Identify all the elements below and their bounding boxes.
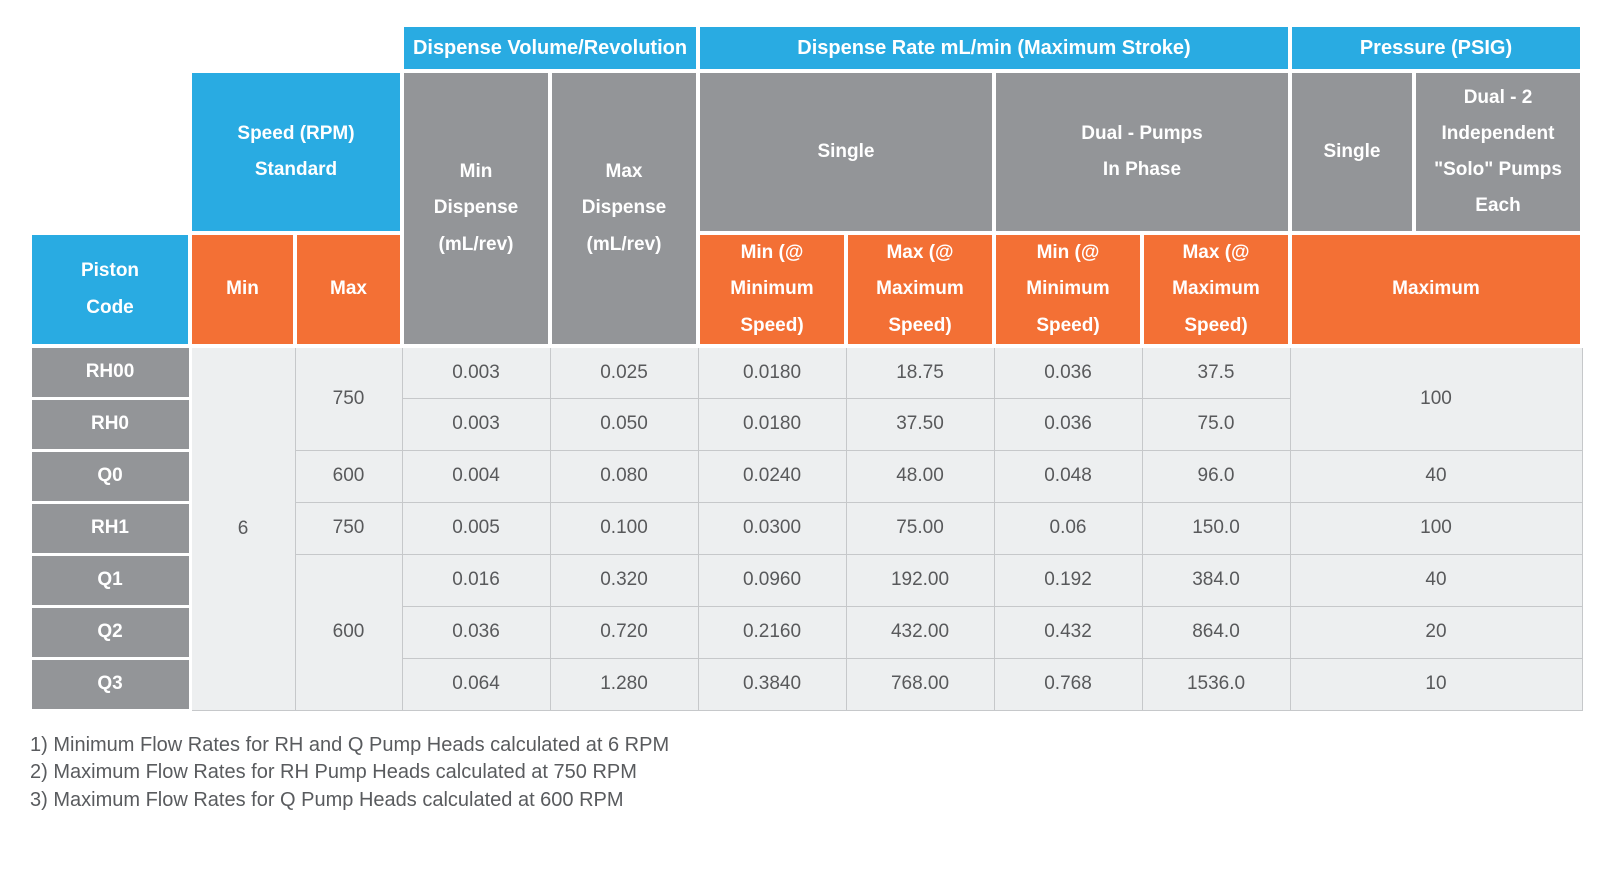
table-row-q0: Q0 600 0.004 0.080 0.0240 48.00 0.048 96… bbox=[28, 448, 1583, 504]
footnote-3: 3) Maximum Flow Rates for Q Pump Heads c… bbox=[30, 788, 624, 811]
cell-speed-min-all: 6 bbox=[189, 345, 296, 711]
table-row-rh0: RH0 0.003 0.050 0.0180 37.50 0.036 75.0 bbox=[28, 396, 1582, 452]
cell-rh1-speed-max: 750 bbox=[294, 501, 403, 555]
cell-rh1-dual-min: 0.06 bbox=[993, 501, 1143, 555]
cell-pressure-rh1: 100 bbox=[1289, 501, 1583, 555]
cell-q0-dual-max: 96.0 bbox=[1141, 449, 1291, 503]
footnote-2: 2) Maximum Flow Rates for RH Pump Heads … bbox=[30, 761, 637, 784]
cell-q2-single-min: 0.2160 bbox=[697, 605, 847, 659]
cell-q3-min-dispense: 0.064 bbox=[401, 657, 551, 711]
group-header-dispense-rate: Dispense Rate mL/min (Maximum Stroke) bbox=[696, 23, 1292, 73]
cell-rh0-dual-max: 75.0 bbox=[1141, 397, 1291, 451]
header-speed-max: Max bbox=[293, 231, 404, 348]
piston-code-q2: Q2 bbox=[28, 604, 192, 660]
cell-rh1-single-min: 0.0300 bbox=[697, 501, 847, 555]
header-pressure-maximum: Maximum bbox=[1288, 231, 1584, 348]
header-single-min-at-min-speed: Min (@ Minimum Speed) bbox=[696, 231, 848, 348]
table-row-rh00: RH00 6 750 0.003 0.025 0.0180 18.75 0.03… bbox=[28, 344, 1583, 711]
cell-q2-single-max: 432.00 bbox=[845, 605, 995, 659]
header-spacer bbox=[30, 71, 190, 233]
cell-q0-dual-min: 0.048 bbox=[993, 449, 1143, 503]
cell-q0-max-dispense: 0.080 bbox=[549, 449, 699, 503]
cell-pressure-q3: 10 bbox=[1289, 657, 1583, 711]
cell-pressure-q0: 40 bbox=[1289, 449, 1583, 503]
header-dual-max-at-max-speed: Max (@ Maximum Speed) bbox=[1140, 231, 1292, 348]
table-row-rh1: RH1 750 0.005 0.100 0.0300 75.00 0.06 15… bbox=[28, 500, 1583, 556]
footnotes: 1) Minimum Flow Rates for RH and Q Pump … bbox=[30, 732, 1609, 815]
cell-rh1-single-max: 75.00 bbox=[845, 501, 995, 555]
cell-pressure-q1: 40 bbox=[1289, 553, 1583, 607]
piston-code-q1: Q1 bbox=[28, 552, 192, 608]
pump-spec-table: Dispense Volume/Revolution Dispense Rate… bbox=[28, 23, 1584, 712]
piston-code-rh00: RH00 bbox=[28, 344, 192, 400]
cell-q2-max-dispense: 0.720 bbox=[549, 605, 699, 659]
header-dual-min-at-min-speed: Min (@ Minimum Speed) bbox=[992, 231, 1144, 348]
header-single-max-at-max-speed: Max (@ Maximum Speed) bbox=[844, 231, 996, 348]
header-rate-dual-in-phase: Dual - Pumps In Phase bbox=[992, 69, 1292, 235]
cell-q1-dual-max: 384.0 bbox=[1141, 553, 1291, 607]
cell-rh0-single-min: 0.0180 bbox=[697, 397, 847, 451]
cell-rh1-max-dispense: 0.100 bbox=[549, 501, 699, 555]
cell-q3-max-dispense: 1.280 bbox=[549, 657, 699, 711]
cell-q2-dual-min: 0.432 bbox=[993, 605, 1143, 659]
pump-specification-page: Dispense Volume/Revolution Dispense Rate… bbox=[0, 23, 1609, 872]
cell-q0-single-max: 48.00 bbox=[845, 449, 995, 503]
cell-q1-dual-min: 0.192 bbox=[993, 553, 1143, 607]
header-speed-min: Min bbox=[188, 231, 297, 348]
cell-rh00-single-max: 18.75 bbox=[845, 345, 995, 399]
cell-rh1-min-dispense: 0.005 bbox=[401, 501, 551, 555]
cell-rh0-dual-min: 0.036 bbox=[993, 397, 1143, 451]
cell-speed-max-q1-q2-q3: 600 bbox=[294, 553, 403, 711]
piston-code-rh0: RH0 bbox=[28, 396, 192, 452]
cell-q3-dual-min: 0.768 bbox=[993, 657, 1143, 711]
header-speed-rpm-standard: Speed (RPM) Standard bbox=[188, 69, 404, 235]
table-row-q2: Q2 0.036 0.720 0.2160 432.00 0.432 864.0… bbox=[28, 604, 1583, 660]
cell-rh0-single-max: 37.50 bbox=[845, 397, 995, 451]
cell-q3-single-min: 0.3840 bbox=[697, 657, 847, 711]
cell-rh00-dual-min: 0.036 bbox=[993, 345, 1143, 399]
cell-rh0-min-dispense: 0.003 bbox=[401, 397, 551, 451]
table-row-q3: Q3 0.064 1.280 0.3840 768.00 0.768 1536.… bbox=[28, 656, 1583, 712]
cell-q0-speed-max: 600 bbox=[294, 449, 403, 503]
header-pressure-dual-solo: Dual - 2 Independent "Solo" Pumps Each bbox=[1412, 69, 1584, 235]
cell-pressure-q2: 20 bbox=[1289, 605, 1583, 659]
cell-q0-single-min: 0.0240 bbox=[697, 449, 847, 503]
header-rate-single: Single bbox=[696, 69, 996, 235]
table-row-q1: Q1 600 0.016 0.320 0.0960 192.00 0.192 3… bbox=[28, 552, 1583, 711]
cell-rh00-min-dispense: 0.003 bbox=[401, 345, 551, 399]
cell-rh00-dual-max: 37.5 bbox=[1141, 345, 1291, 399]
cell-q3-dual-max: 1536.0 bbox=[1141, 657, 1291, 711]
header-spacer bbox=[30, 25, 402, 71]
cell-speed-max-rh00-rh0: 750 bbox=[294, 345, 403, 451]
header-min-dispense: Min Dispense (mL/rev) bbox=[400, 69, 552, 348]
cell-rh00-single-min: 0.0180 bbox=[697, 345, 847, 399]
group-header-pressure: Pressure (PSIG) bbox=[1288, 23, 1584, 73]
cell-rh00-max-dispense: 0.025 bbox=[549, 345, 699, 399]
piston-code-q3: Q3 bbox=[28, 656, 192, 712]
footnote-1: 1) Minimum Flow Rates for RH and Q Pump … bbox=[30, 733, 670, 756]
header-piston-code: Piston Code bbox=[28, 231, 192, 348]
cell-rh0-max-dispense: 0.050 bbox=[549, 397, 699, 451]
cell-q2-dual-max: 864.0 bbox=[1141, 605, 1291, 659]
group-header-dispense-volume: Dispense Volume/Revolution bbox=[400, 23, 700, 73]
cell-q1-max-dispense: 0.320 bbox=[549, 553, 699, 607]
cell-q2-min-dispense: 0.036 bbox=[401, 605, 551, 659]
piston-code-rh1: RH1 bbox=[28, 500, 192, 556]
piston-code-q0: Q0 bbox=[28, 448, 192, 504]
cell-q1-single-max: 192.00 bbox=[845, 553, 995, 607]
header-pressure-single: Single bbox=[1288, 69, 1416, 235]
header-max-dispense: Max Dispense (mL/rev) bbox=[548, 69, 700, 348]
cell-q0-min-dispense: 0.004 bbox=[401, 449, 551, 503]
cell-pressure-rh00-rh0: 100 bbox=[1289, 345, 1583, 451]
cell-q1-single-min: 0.0960 bbox=[697, 553, 847, 607]
cell-q1-min-dispense: 0.016 bbox=[401, 553, 551, 607]
cell-q3-single-max: 768.00 bbox=[845, 657, 995, 711]
cell-rh1-dual-max: 150.0 bbox=[1141, 501, 1291, 555]
